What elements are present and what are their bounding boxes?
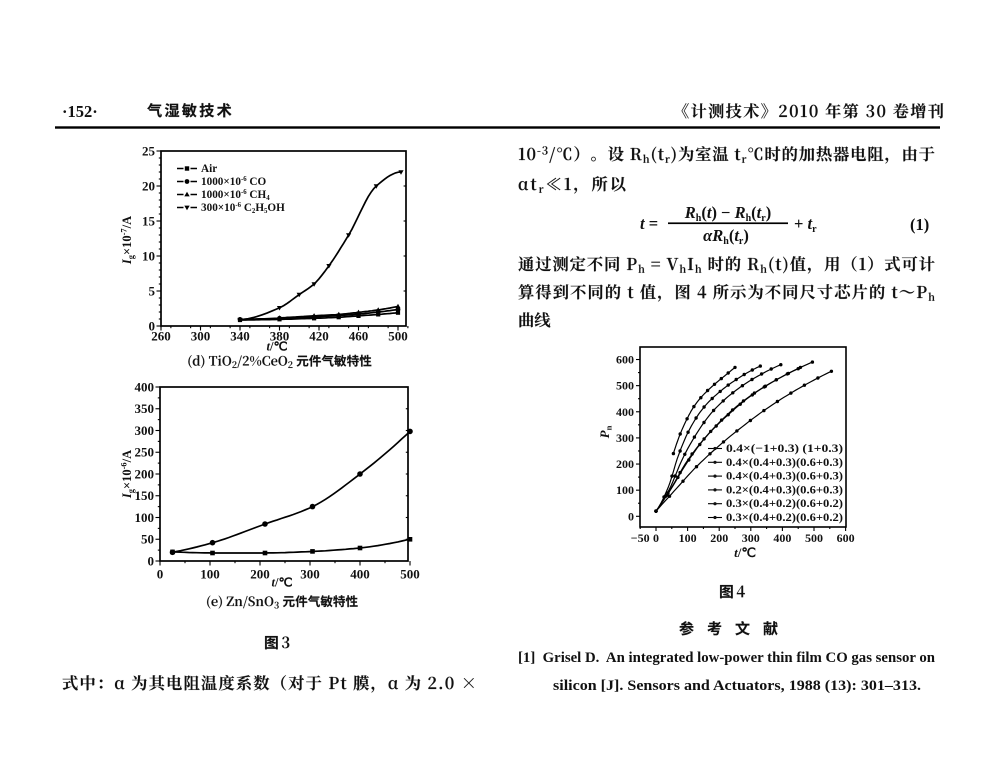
svg-text:0.3×(0.4+0.2)(0.6+0.2): 0.3×(0.4+0.2)(0.6+0.2) — [726, 497, 843, 510]
svg-text:200: 200 — [135, 466, 155, 481]
svg-text:5: 5 — [149, 283, 156, 298]
svg-text:300: 300 — [300, 567, 320, 582]
svg-text:100: 100 — [616, 483, 634, 497]
svg-text:1000×10-6 CO: 1000×10-6 CO — [201, 176, 266, 188]
svg-text:400: 400 — [350, 567, 370, 582]
svg-text:300: 300 — [191, 329, 211, 344]
svg-text:300: 300 — [135, 423, 155, 438]
svg-text:600: 600 — [616, 353, 634, 367]
svg-text:+ tr: + tr — [794, 214, 817, 235]
svg-text:0: 0 — [653, 531, 659, 545]
svg-text:25: 25 — [142, 143, 156, 158]
svg-text:1000×10-6 CH4: 1000×10-6 CH4 — [201, 189, 270, 202]
svg-text:50: 50 — [141, 532, 154, 547]
svg-text:400: 400 — [135, 379, 155, 394]
svg-text:0.4×(0.4+0.3)(0.6+0.3): 0.4×(0.4+0.3)(0.6+0.3) — [726, 456, 843, 469]
svg-text:20: 20 — [142, 178, 155, 193]
svg-text:t/℃: t/℃ — [734, 545, 756, 560]
svg-text:300×10-6 C2H5OH: 300×10-6 C2H5OH — [201, 202, 285, 215]
svg-text:500: 500 — [400, 567, 420, 582]
svg-text:500: 500 — [805, 531, 823, 545]
svg-text:0: 0 — [157, 567, 164, 582]
svg-text:500: 500 — [388, 329, 408, 344]
svg-text:260: 260 — [151, 329, 171, 344]
svg-text:200: 200 — [710, 531, 728, 545]
svg-text:100: 100 — [200, 567, 220, 582]
svg-text:600: 600 — [837, 531, 855, 545]
svg-text:420: 420 — [309, 329, 329, 344]
svg-text:0.4×(0.4+0.3)(0.6+0.3): 0.4×(0.4+0.3)(0.6+0.3) — [726, 470, 843, 483]
svg-text:350: 350 — [135, 401, 155, 416]
svg-text:0: 0 — [628, 509, 634, 523]
svg-text:Ig×10-6/A: Ig×10-6/A — [119, 450, 136, 499]
svg-text:Air: Air — [201, 163, 217, 175]
svg-text:0.2×(0.4+0.3)(0.6+0.3): 0.2×(0.4+0.3)(0.6+0.3) — [726, 483, 843, 496]
svg-text:500: 500 — [616, 379, 634, 393]
svg-text:460: 460 — [349, 329, 369, 344]
svg-text:0: 0 — [148, 553, 155, 568]
svg-text:200: 200 — [250, 567, 270, 582]
svg-text:0.3×(0.4+0.2)(0.6+0.2): 0.3×(0.4+0.2)(0.6+0.2) — [726, 511, 843, 524]
svg-text:250: 250 — [135, 445, 155, 460]
svg-text:t/℃: t/℃ — [267, 340, 288, 354]
svg-text:100: 100 — [679, 531, 697, 545]
svg-text:t/℃: t/℃ — [272, 576, 293, 590]
svg-text:150: 150 — [135, 488, 155, 503]
svg-text:15: 15 — [142, 213, 156, 228]
svg-text:300: 300 — [742, 531, 760, 545]
svg-text:(1): (1) — [910, 215, 929, 234]
svg-text:400: 400 — [773, 531, 791, 545]
svg-text:t =: t = — [640, 214, 658, 233]
svg-text:Pn: Pn — [597, 425, 614, 438]
svg-text:−50: −50 — [631, 531, 650, 545]
svg-text:380: 380 — [270, 329, 290, 344]
svg-text:300: 300 — [616, 431, 634, 445]
svg-text:100: 100 — [135, 510, 155, 525]
svg-text:[1] Grisel D. An integrated: [1] Grisel D. An integrated low-power th… — [518, 650, 935, 666]
svg-text:400: 400 — [616, 405, 634, 419]
svg-text:silicon [J]. Sensors and Actua: silicon [J]. Sensors and Actuators, 1988… — [553, 678, 921, 694]
svg-text:0: 0 — [149, 318, 156, 333]
svg-text:·152·: ·152· — [62, 102, 98, 121]
svg-text:340: 340 — [230, 329, 250, 344]
svg-text:0.4×(−1+0.3) (1+0.3): 0.4×(−1+0.3) (1+0.3) — [726, 442, 843, 455]
svg-text:200: 200 — [616, 457, 634, 471]
svg-text:αRh(tr): αRh(tr) — [703, 226, 749, 247]
svg-text:Ig×10-7/A: Ig×10-7/A — [119, 216, 136, 265]
svg-text:10: 10 — [142, 248, 155, 263]
